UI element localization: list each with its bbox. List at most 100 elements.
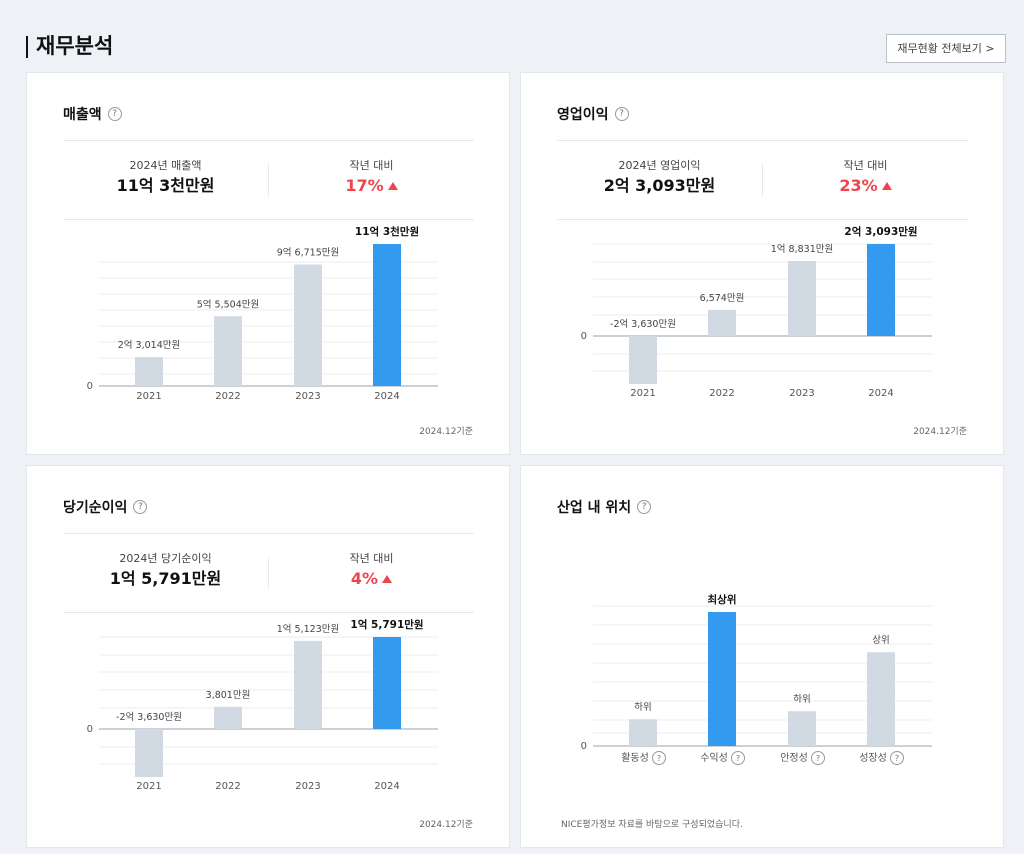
category-label: 2021 — [136, 781, 161, 792]
yoy-label: 작년 대비 — [349, 552, 394, 565]
help-icon-mark: ? — [657, 754, 661, 763]
bar-value-label: 상위 — [872, 634, 889, 646]
chart-bar[interactable] — [373, 637, 401, 729]
bar-value-label: 최상위 — [708, 593, 737, 606]
net-income-summary: 2024년 당기순이익 1억 5,791만원 작년 대비 4% — [63, 552, 474, 592]
chart-bar[interactable] — [708, 612, 736, 746]
bar-value-label: 1억 8,831만원 — [771, 243, 833, 255]
summary-label: 2024년 영업이익 — [618, 159, 701, 172]
summary-label: 2024년 매출액 — [129, 159, 202, 172]
up-arrow-icon — [387, 182, 398, 190]
up-arrow-icon — [382, 575, 393, 583]
bar-value-label: 2억 3,014만원 — [118, 339, 180, 351]
summary-value: 2억 3,093만원 — [603, 176, 716, 195]
chart-bar[interactable] — [708, 309, 736, 336]
chart-bar[interactable] — [788, 711, 816, 746]
footnote: NICE평가정보 자료를 바탕으로 구성되었습니다. — [561, 820, 743, 830]
help-icon[interactable]: ? — [107, 107, 122, 121]
divider — [63, 140, 474, 141]
help-icon[interactable]: ? — [133, 500, 148, 514]
yoy-label: 작년 대비 — [843, 159, 888, 172]
help-icon[interactable] — [890, 751, 904, 765]
help-icon[interactable] — [811, 751, 825, 765]
card-title: 당기순이익 ? — [63, 497, 148, 517]
revenue-chart: 0 2억 3,014만원 2021 5억 5,504만원 2022 9억 6,715만원 2… — [87, 225, 438, 402]
summary-divider — [762, 164, 763, 196]
category-label: 2021 — [630, 388, 655, 399]
operating-income-card: 영업이익 ? 2024년 영업이익 2억 3,093만원 작년 대비 23% 0… — [520, 72, 1004, 455]
help-icon[interactable]: ? — [614, 107, 629, 121]
chart-bar[interactable] — [294, 640, 322, 729]
category-label: 2022 — [709, 388, 734, 399]
net-income-chart: 0 -2억 3,630만원 2021 3,801만원 2022 1억 5,123만원 202… — [87, 618, 438, 792]
divider — [63, 533, 474, 534]
help-icon[interactable] — [652, 751, 666, 765]
zero-tick-label: 0 — [87, 724, 93, 735]
divider — [63, 219, 474, 220]
category-label: 2023 — [295, 391, 320, 402]
zero-tick-label: 0 — [581, 741, 587, 752]
yoy-value: 17% — [345, 176, 384, 195]
help-icon[interactable] — [731, 751, 745, 765]
category-label: 수익성 — [700, 752, 728, 764]
category-label: 2024 — [374, 781, 399, 792]
bar-value-label: 6,574만원 — [700, 293, 745, 304]
chart-bar[interactable] — [214, 316, 242, 386]
category-label: 2023 — [789, 388, 814, 399]
yoy-label: 작년 대비 — [349, 159, 394, 172]
divider — [557, 219, 968, 220]
industry-position-card: 산업 내 위치 ? 0 하위 활동성? 최상위 수익성? 하위 안정성? 상위 성장성? NIC… — [520, 465, 1004, 848]
footnote: 2024.12기준 — [419, 427, 473, 437]
yoy-value: 23% — [839, 176, 878, 195]
bar-value-label: 3,801만원 — [206, 690, 251, 701]
chart-bar[interactable] — [294, 264, 322, 386]
category-label: 2024 — [374, 391, 399, 402]
footnote: 2024.12기준 — [913, 427, 967, 437]
card-title: 산업 내 위치 ? — [557, 497, 652, 517]
category-label: 2023 — [295, 781, 320, 792]
chart-bar[interactable] — [629, 336, 657, 384]
zero-tick-label: 0 — [87, 381, 93, 392]
bar-value-label: -2억 3,630만원 — [116, 711, 182, 723]
chart-bar[interactable] — [788, 260, 816, 336]
summary-value: 11억 3천만원 — [116, 176, 215, 195]
view-all-financials-button[interactable]: 재무현황 전체보기 > — [886, 34, 1006, 63]
category-label: 2022 — [215, 781, 240, 792]
chart-bar[interactable] — [629, 719, 657, 746]
revenue-title: 매출액 — [63, 107, 102, 123]
up-arrow-icon — [881, 182, 892, 190]
chart-bar[interactable] — [867, 652, 895, 746]
section-header: 재무분석 재무현황 전체보기 > — [26, 33, 1006, 63]
bar-value-label: 11억 3천만원 — [355, 225, 419, 238]
chart-bar[interactable] — [373, 244, 401, 386]
help-icon-mark: ? — [816, 754, 820, 763]
category-label: 2021 — [136, 391, 161, 402]
operating-income-title: 영업이익 — [557, 107, 609, 123]
net-income-card: 당기순이익 ? 2024년 당기순이익 1억 5,791만원 작년 대비 4% … — [26, 465, 510, 848]
summary-divider — [268, 557, 269, 589]
category-label: 안정성 — [780, 752, 808, 764]
net-income-title: 당기순이익 — [63, 500, 128, 516]
bar-value-label: -2억 3,630만원 — [610, 318, 676, 330]
card-title: 매출액 ? — [63, 104, 122, 124]
chart-bar[interactable] — [214, 706, 242, 729]
bar-value-label: 9억 6,715만원 — [277, 246, 339, 258]
divider — [557, 140, 968, 141]
chart-bar[interactable] — [867, 244, 895, 336]
bar-value-label: 5억 5,504만원 — [197, 298, 259, 310]
bar-value-label: 하위 — [793, 693, 810, 705]
category-label: 2024 — [868, 388, 893, 399]
bar-value-label: 1억 5,791만원 — [350, 618, 423, 631]
chart-bar[interactable] — [135, 357, 163, 386]
category-label: 활동성 — [621, 751, 649, 764]
zero-tick-label: 0 — [581, 331, 587, 342]
card-title: 영업이익 ? — [557, 104, 629, 124]
operating-income-summary: 2024년 영업이익 2억 3,093만원 작년 대비 23% — [557, 159, 968, 199]
bar-value-label: 2억 3,093만원 — [844, 225, 917, 238]
help-icon[interactable]: ? — [637, 500, 652, 514]
revenue-card: 매출액 ? 2024년 매출액 11억 3천만원 작년 대비 17% 0 2억 3… — [26, 72, 510, 455]
revenue-summary: 2024년 매출액 11억 3천만원 작년 대비 17% — [63, 159, 474, 199]
bar-value-label: 1억 5,123만원 — [277, 623, 339, 635]
chart-bar[interactable] — [135, 729, 163, 777]
